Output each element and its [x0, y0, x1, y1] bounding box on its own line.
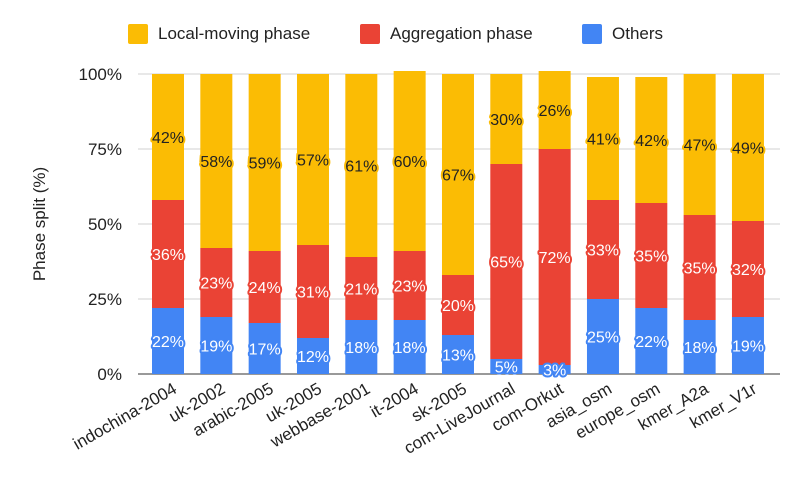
- legend-swatch-local-moving: [128, 24, 148, 44]
- data-label-aggregation-phase-com-livejournal: 65%: [490, 255, 522, 272]
- bar-aggregation-phase-kmer-v1r: [731, 221, 764, 317]
- bar-aggregation-phase-uk-2005: [296, 245, 329, 338]
- data-label-aggregation-phase-arabic-2005: 24%: [249, 280, 281, 297]
- bar-aggregation-phase-kmer-a2a: [683, 215, 716, 320]
- data-label-others-kmer-v1r: 19%: [732, 339, 764, 356]
- data-label-local-moving-phase-kmer-a2a: 47%: [684, 138, 716, 155]
- bar-local-moving-phase-com-livejournal: [490, 74, 523, 164]
- bar-aggregation-phase-it-2004: [393, 251, 426, 320]
- bar-others-com-livejournal: [490, 359, 523, 374]
- data-label-others-indochina-2004: 22%: [152, 334, 184, 351]
- bar-local-moving-phase-asia-osm: [586, 77, 619, 200]
- bar-others-asia-osm: [586, 299, 619, 374]
- bar-local-moving-phase-arabic-2005: [248, 74, 281, 251]
- bar-others-uk-2002: [200, 317, 233, 374]
- bar-local-moving-phase-com-orkut: [538, 71, 571, 149]
- bar-aggregation-phase-com-orkut: [538, 149, 571, 365]
- data-label-local-moving-phase-uk-2005: 57%: [297, 153, 329, 170]
- bar-others-it-2004: [393, 320, 426, 374]
- data-label-aggregation-phase-webbase-2001: 21%: [345, 282, 377, 299]
- data-label-others-it-2004: 18%: [394, 340, 426, 357]
- bar-others-indochina-2004: [152, 308, 184, 374]
- bar-local-moving-phase-uk-2005: [296, 74, 329, 245]
- data-label-aggregation-phase-com-orkut: 72%: [539, 250, 571, 267]
- legend-item-local-moving: Local-moving phase: [128, 24, 310, 44]
- data-label-local-moving-phase-uk-2002: 58%: [200, 154, 232, 171]
- bar-others-com-orkut: [538, 365, 571, 374]
- legend-swatch-aggregation: [360, 24, 380, 44]
- data-label-local-moving-phase-com-livejournal: 30%: [490, 112, 522, 129]
- bar-aggregation-phase-sk-2005: [441, 275, 474, 335]
- y-tick-label: 75%: [88, 140, 122, 159]
- bar-local-moving-phase-kmer-v1r: [731, 74, 764, 221]
- data-label-local-moving-phase-europe-osm: 42%: [635, 133, 667, 150]
- bar-others-sk-2005: [441, 335, 474, 374]
- bar-others-kmer-a2a: [683, 320, 716, 374]
- data-label-aggregation-phase-asia-osm: 33%: [587, 243, 619, 260]
- bar-aggregation-phase-uk-2002: [200, 248, 233, 317]
- legend-item-others: Others: [582, 24, 663, 44]
- data-label-others-sk-2005: 13%: [442, 348, 474, 365]
- data-label-others-uk-2005: 12%: [297, 349, 329, 366]
- bar-local-moving-phase-sk-2005: [441, 74, 474, 275]
- data-label-aggregation-phase-kmer-a2a: 35%: [684, 261, 716, 278]
- y-tick-label: 25%: [88, 290, 122, 309]
- bar-aggregation-phase-arabic-2005: [248, 251, 281, 323]
- data-label-others-com-orkut: 3%: [543, 363, 566, 380]
- bar-local-moving-phase-indochina-2004: [152, 74, 184, 200]
- data-label-others-asia-osm: 25%: [587, 330, 619, 347]
- data-label-aggregation-phase-it-2004: 23%: [394, 279, 426, 296]
- y-tick-label: 50%: [88, 215, 122, 234]
- bar-local-moving-phase-uk-2002: [200, 74, 233, 248]
- data-label-aggregation-phase-uk-2005: 31%: [297, 285, 329, 302]
- data-label-aggregation-phase-kmer-v1r: 32%: [732, 262, 764, 279]
- data-label-others-com-livejournal: 5%: [495, 360, 518, 377]
- x-tick-label-indochina-2004: indochina-2004: [70, 379, 180, 454]
- bar-aggregation-phase-webbase-2001: [345, 257, 378, 320]
- data-label-aggregation-phase-sk-2005: 20%: [442, 298, 474, 315]
- data-label-local-moving-phase-kmer-v1r: 49%: [732, 141, 764, 158]
- data-label-aggregation-phase-indochina-2004: 36%: [152, 247, 184, 264]
- bar-local-moving-phase-webbase-2001: [345, 74, 378, 257]
- y-tick-label: 0%: [97, 365, 122, 384]
- legend-item-aggregation: Aggregation phase: [360, 24, 533, 44]
- data-label-local-moving-phase-indochina-2004: 42%: [152, 130, 184, 147]
- bar-local-moving-phase-europe-osm: [635, 77, 668, 203]
- bar-others-uk-2005: [296, 338, 329, 374]
- data-label-local-moving-phase-com-orkut: 26%: [539, 103, 571, 120]
- bar-aggregation-phase-indochina-2004: [152, 200, 184, 308]
- data-label-aggregation-phase-europe-osm: 35%: [635, 249, 667, 266]
- data-label-local-moving-phase-arabic-2005: 59%: [249, 156, 281, 173]
- data-label-aggregation-phase-uk-2002: 23%: [200, 276, 232, 293]
- data-label-others-uk-2002: 19%: [200, 339, 232, 356]
- bar-aggregation-phase-europe-osm: [635, 203, 668, 308]
- data-label-local-moving-phase-asia-osm: 41%: [587, 132, 619, 149]
- legend-swatch-others: [582, 24, 602, 44]
- data-label-local-moving-phase-sk-2005: 67%: [442, 168, 474, 185]
- bar-others-kmer-v1r: [731, 317, 764, 374]
- y-tick-label: 100%: [79, 65, 122, 84]
- data-label-others-europe-osm: 22%: [635, 334, 667, 351]
- legend-label-aggregation: Aggregation phase: [390, 24, 533, 43]
- y-axis-title: Phase split (%): [30, 167, 49, 281]
- bar-aggregation-phase-com-livejournal: [490, 164, 523, 359]
- legend-label-local-moving: Local-moving phase: [158, 24, 311, 43]
- bar-others-webbase-2001: [345, 320, 378, 374]
- bar-aggregation-phase-asia-osm: [586, 200, 619, 299]
- bar-local-moving-phase-kmer-a2a: [683, 74, 716, 215]
- data-label-others-arabic-2005: 17%: [249, 342, 281, 359]
- data-label-local-moving-phase-it-2004: 60%: [394, 154, 426, 171]
- bar-others-europe-osm: [635, 308, 668, 374]
- chart-legend: Local-moving phase Aggregation phase Oth…: [0, 24, 797, 50]
- data-label-local-moving-phase-webbase-2001: 61%: [345, 159, 377, 176]
- data-label-others-kmer-a2a: 18%: [684, 340, 716, 357]
- bar-local-moving-phase-it-2004: [393, 71, 426, 251]
- bar-others-arabic-2005: [248, 323, 281, 374]
- legend-label-others: Others: [612, 24, 664, 43]
- data-label-others-webbase-2001: 18%: [345, 340, 377, 357]
